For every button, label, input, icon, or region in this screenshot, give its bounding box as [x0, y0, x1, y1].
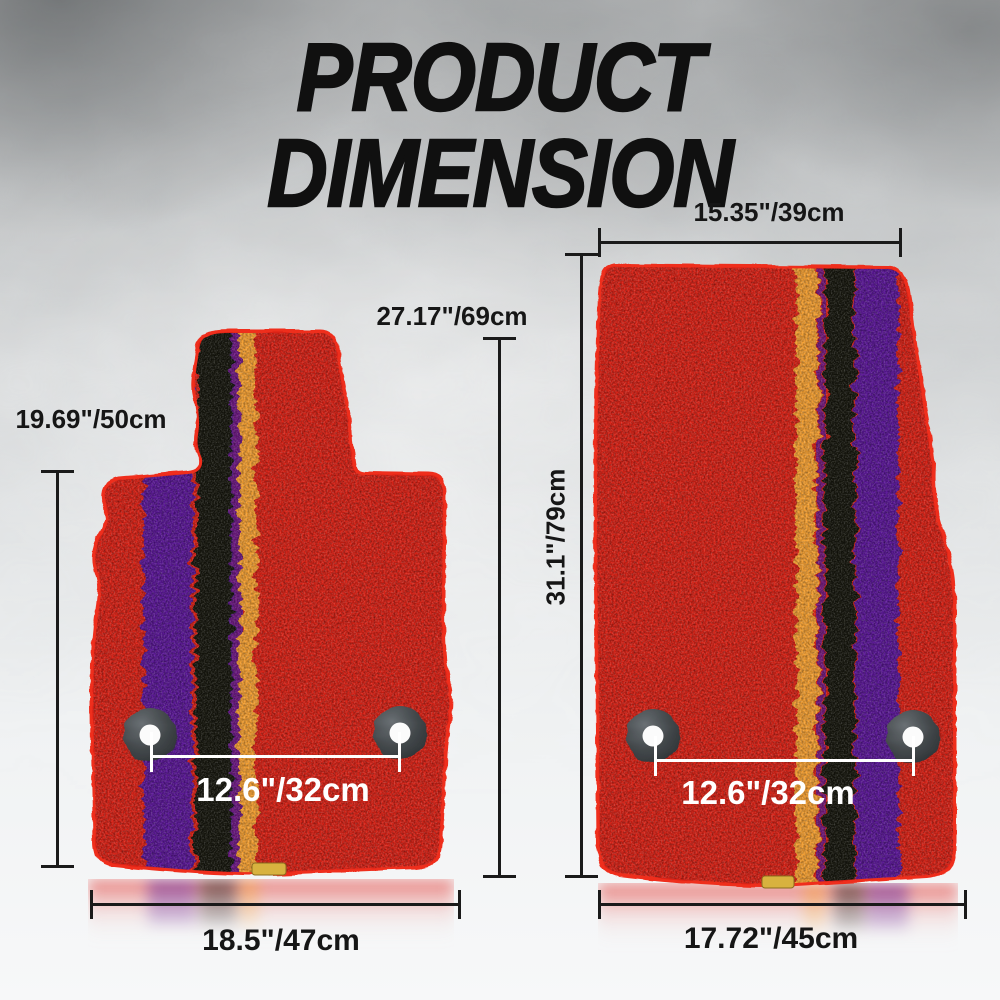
driver-mat-left-height-label: 19.69"/50cm — [15, 404, 167, 434]
driver-mat-brand-tag — [251, 862, 287, 876]
passenger-mat-hook-distance-label: 12.6"/32cm — [681, 774, 855, 811]
passenger-mat-hook-distance-line — [654, 736, 915, 776]
driver-mat-graphic — [89, 329, 453, 876]
driver-mat-total-height-label: 27.17"/69cm — [376, 301, 528, 331]
driver-mat-hook-distance-label: 12.6"/32cm — [196, 771, 370, 808]
passenger-mat-grommet-left — [626, 709, 680, 763]
passenger-mat-graphic — [593, 263, 957, 889]
passenger-mat-height-line — [565, 253, 598, 878]
driver-mat-left-height-line — [41, 470, 74, 868]
passenger-mat-bottom-width-line — [598, 890, 967, 919]
driver-mat-bottom-width-line — [90, 890, 461, 919]
passenger-mat-brand-tag — [761, 875, 795, 889]
passenger-mat-bottom-width-label: 17.72"/45cm — [683, 922, 859, 955]
driver-mat-hook-distance-line — [150, 732, 401, 772]
passenger-mat-top-width-line — [598, 228, 902, 257]
passenger-mat-top-width-label: 15.35"/39cm — [693, 197, 845, 227]
driver-mat-bottom-width-label: 18.5"/47cm — [202, 924, 360, 957]
page-title: PRODUCT DIMENSION — [266, 24, 735, 227]
driver-mat-total-height-line — [483, 337, 516, 878]
carpet-texture-light — [597, 267, 953, 884]
passenger-mat-height-label: 31.1"/79cm — [540, 468, 571, 606]
